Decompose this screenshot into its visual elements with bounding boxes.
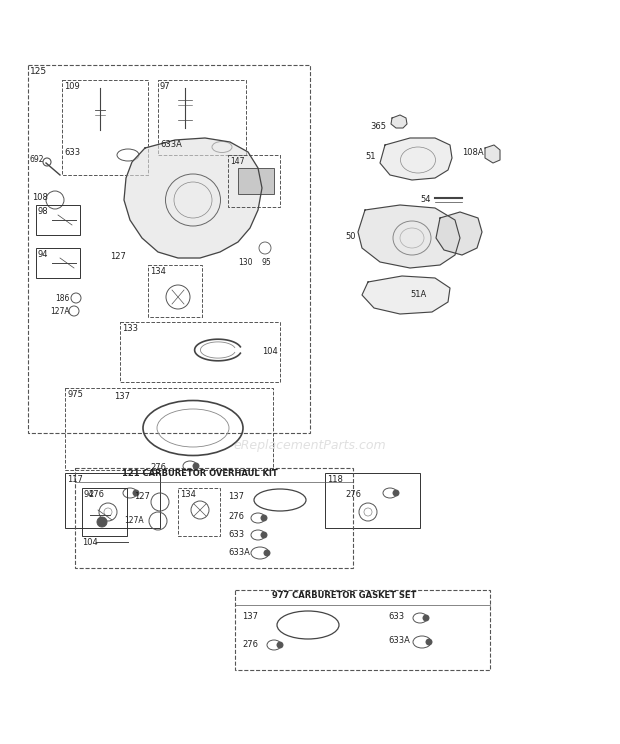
Circle shape [264,550,270,556]
Text: 108A: 108A [462,148,484,157]
Bar [28,65,310,433]
Text: 977 CARBURETOR GASKET SET: 977 CARBURETOR GASKET SET [272,591,417,600]
Bar [238,168,274,194]
Text: 127: 127 [110,252,126,261]
Circle shape [261,532,267,538]
Text: 137: 137 [228,492,244,501]
Text: 633A: 633A [228,548,250,557]
Bar [65,473,160,528]
Polygon shape [485,145,500,163]
Text: 276: 276 [242,640,258,649]
Text: 134: 134 [150,267,166,276]
Text: 633: 633 [64,148,80,157]
Text: 54: 54 [420,195,430,204]
Text: 108: 108 [32,193,48,202]
Text: 276: 276 [228,512,244,521]
Bar [36,248,80,278]
Circle shape [423,615,429,621]
Bar [158,80,246,155]
Polygon shape [124,138,262,258]
Text: 975: 975 [67,390,83,399]
Text: 109: 109 [64,82,80,91]
Text: 98: 98 [38,207,48,216]
Text: 633: 633 [228,530,244,539]
Text: 94: 94 [38,250,48,259]
Bar [36,205,80,235]
Bar [75,468,353,568]
Text: 633: 633 [388,612,404,621]
Circle shape [426,639,432,645]
Text: 97: 97 [160,82,171,91]
Bar [235,590,490,670]
Text: 276: 276 [345,490,361,499]
Polygon shape [391,115,407,128]
Text: 118: 118 [327,475,343,484]
Text: 104: 104 [262,347,278,356]
Text: 276: 276 [88,490,104,499]
Text: 51: 51 [365,152,376,161]
Text: 633A: 633A [388,636,410,645]
Text: 104: 104 [82,538,98,547]
Bar [62,80,148,175]
Circle shape [277,642,283,648]
Text: 147: 147 [230,157,244,166]
Text: 633A: 633A [160,140,182,149]
Text: 276: 276 [150,463,166,472]
Bar [228,155,280,207]
Text: 127A: 127A [50,307,69,316]
Circle shape [193,463,199,469]
Text: 692: 692 [30,155,45,164]
Bar [178,488,220,536]
Text: 121 CARBURETOR OVERHAUL KIT: 121 CARBURETOR OVERHAUL KIT [122,469,278,478]
Text: 127A: 127A [124,516,144,525]
Text: 51A: 51A [410,290,427,299]
Circle shape [97,517,107,527]
Text: 94: 94 [84,490,94,499]
Bar [325,473,420,528]
Text: 133: 133 [122,324,138,333]
Text: 134: 134 [180,490,196,499]
Text: 137: 137 [114,392,130,401]
Polygon shape [380,138,452,180]
Polygon shape [358,205,460,268]
Circle shape [133,490,139,496]
Text: eReplacementParts.com: eReplacementParts.com [234,438,386,452]
Circle shape [261,515,267,521]
Bar [65,388,273,470]
Text: 137: 137 [242,612,258,621]
Text: 186: 186 [55,294,69,303]
Text: 95: 95 [262,258,272,267]
Text: 130: 130 [238,258,252,267]
Text: 50: 50 [345,232,355,241]
Polygon shape [436,212,482,255]
Text: 127: 127 [134,492,150,501]
Text: 365: 365 [370,122,386,131]
Bar [82,488,127,536]
Polygon shape [362,276,450,314]
Bar [148,265,202,317]
Circle shape [393,490,399,496]
Bar [120,322,280,382]
Text: 125: 125 [30,67,47,76]
Text: 117: 117 [67,475,83,484]
